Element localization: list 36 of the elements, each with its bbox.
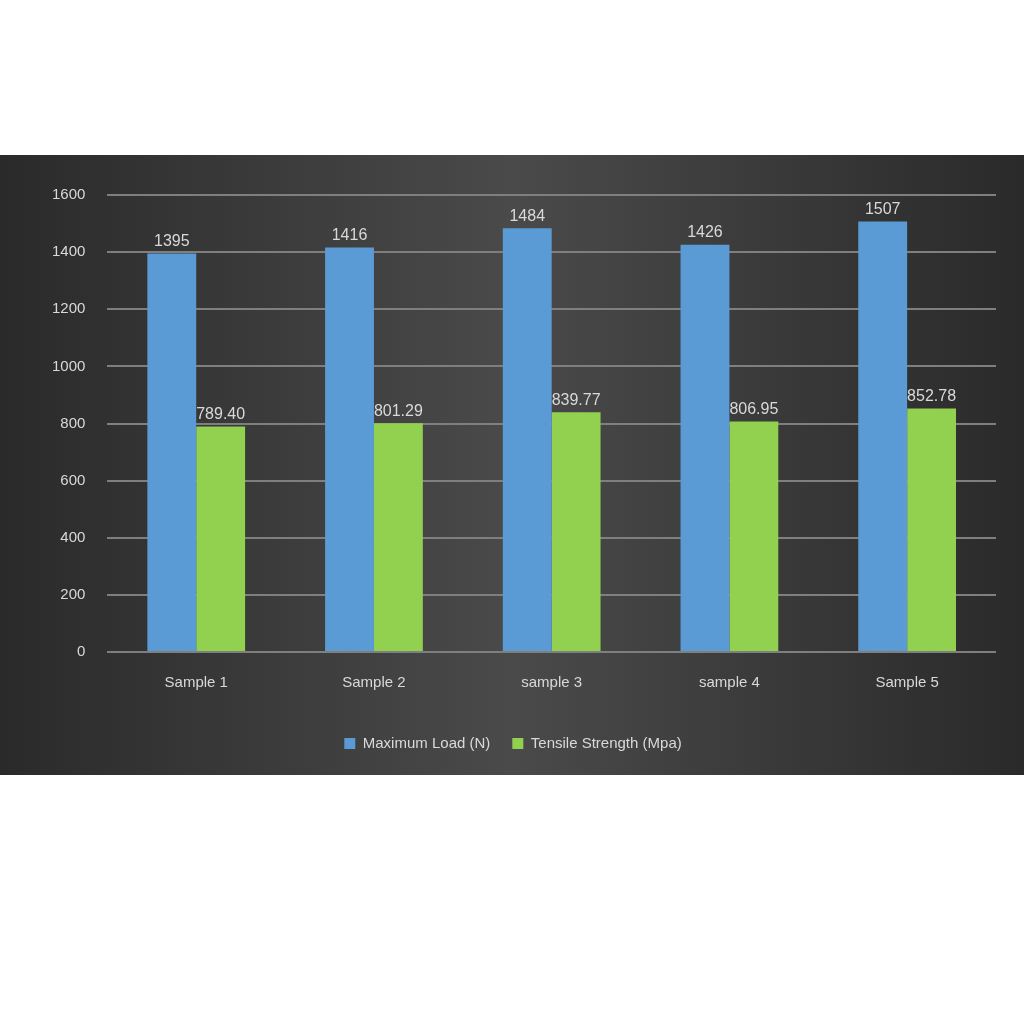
data-label: 839.77 bbox=[551, 390, 601, 408]
bar bbox=[680, 244, 730, 651]
x-tick-label: sample 4 bbox=[698, 673, 760, 691]
bar bbox=[196, 426, 246, 651]
bar bbox=[907, 408, 957, 651]
data-label: 1416 bbox=[331, 225, 368, 243]
data-label: 801.29 bbox=[373, 401, 423, 419]
y-tick-label: 1400 bbox=[51, 242, 86, 260]
y-tick-label: 400 bbox=[60, 527, 86, 545]
bar bbox=[858, 221, 908, 651]
y-tick-label: 1000 bbox=[51, 356, 86, 374]
y-tick-label: 1200 bbox=[51, 299, 86, 317]
y-tick-label: 200 bbox=[60, 585, 86, 603]
x-tick-label: Sample 5 bbox=[875, 673, 939, 691]
bar bbox=[373, 423, 423, 651]
bar bbox=[147, 253, 197, 651]
data-label: 789.40 bbox=[196, 404, 246, 422]
x-tick-label: Sample 2 bbox=[342, 673, 406, 691]
legend-label: Maximum Load (N) bbox=[362, 733, 491, 751]
bar bbox=[325, 247, 374, 651]
legend-label: Tensile Strength (Mpa) bbox=[530, 733, 682, 751]
y-tick-label: 1600 bbox=[51, 185, 86, 203]
data-label: 1484 bbox=[509, 206, 546, 224]
data-label: 1507 bbox=[864, 199, 901, 217]
y-tick-label: 800 bbox=[60, 413, 86, 431]
data-label: 1395 bbox=[154, 231, 190, 249]
y-tick-label: 600 bbox=[60, 470, 86, 488]
bar bbox=[502, 228, 552, 651]
data-label: 1426 bbox=[687, 223, 723, 241]
x-tick-label: Sample 1 bbox=[164, 673, 228, 691]
bar bbox=[729, 421, 779, 651]
x-tick-label: sample 3 bbox=[521, 673, 583, 691]
y-tick-label: 0 bbox=[77, 642, 86, 660]
data-label: 806.95 bbox=[729, 399, 779, 417]
bar bbox=[551, 412, 601, 651]
data-label: 852.78 bbox=[907, 386, 957, 404]
